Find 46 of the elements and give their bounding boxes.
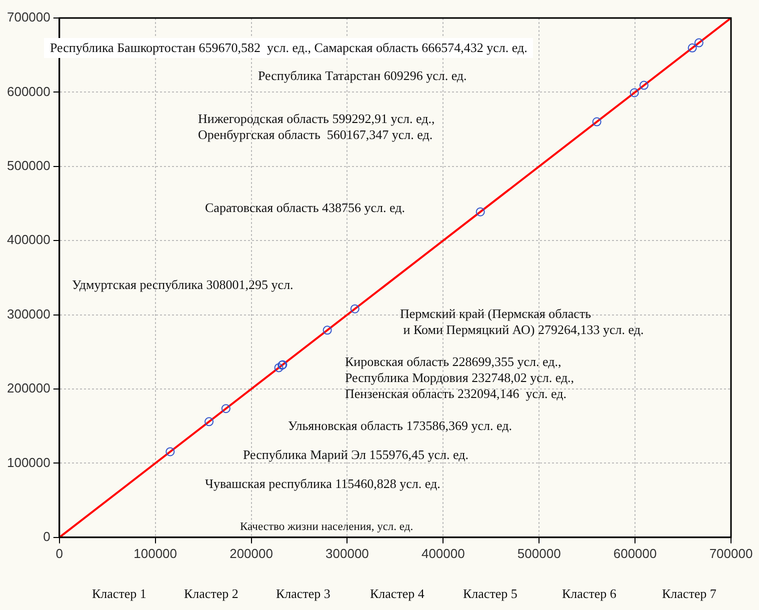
point xyxy=(221,404,230,414)
annotation: Удмуртская республика 308001,295 усл. xyxy=(72,277,294,293)
annotation: Ульяновская область 173586,369 усл. ед. xyxy=(288,418,512,434)
annotation: Республика Башкортостан 659670,582 усл. ед., Самарская область 666574,432 усл. ед. xyxy=(44,38,534,58)
annotation: Кировская область 228699,355 усл. ед., Республика Мордовия 232748,02 усл. ед., Пензенская область 232094,146 усл. ед. xyxy=(345,354,574,402)
x-tick-label: 0 xyxy=(56,546,63,561)
point xyxy=(204,417,214,426)
y-tick-label: 200000 xyxy=(6,380,50,396)
point xyxy=(630,88,639,98)
x-tick-label: 400000 xyxy=(421,546,465,561)
y-tick-label: 700000 xyxy=(6,10,50,25)
y-tick-label: 100000 xyxy=(6,454,50,470)
annotation: Республика Татарстан 609296 усл. ед. xyxy=(258,68,467,84)
y-tick-label: 300000 xyxy=(6,306,50,322)
text: Кластер 7 xyxy=(662,586,716,602)
x-tick-label: 600000 xyxy=(613,546,657,561)
y-tick-label: 0 xyxy=(43,528,50,544)
x-tick-label: 200000 xyxy=(230,546,273,561)
text: Кластер 5 xyxy=(463,586,518,602)
point xyxy=(274,363,284,372)
y-tick-label: 400000 xyxy=(6,232,50,248)
annotation: Пермский край (Пермская область и Коми Пермяцкий АО) 279264,133 усл. ед. xyxy=(400,306,644,338)
x-tick-label: 700000 xyxy=(709,546,753,561)
y-tick-label: 600000 xyxy=(6,84,50,99)
x-tick-label: 300000 xyxy=(326,546,369,561)
annotation: Республика Марий Эл 155976,45 усл. ед. xyxy=(243,447,468,463)
y-tick-label: 500000 xyxy=(6,158,50,173)
x-tick-label: 500000 xyxy=(517,546,561,561)
point xyxy=(694,38,704,48)
annotation: Качество жизни населения, усл. ед. xyxy=(240,520,414,535)
x-tick-label: 100000 xyxy=(134,546,178,561)
text: Кластер 6 xyxy=(562,586,616,602)
text: Кластер 1 xyxy=(92,586,146,602)
annotation: Нижегородская область 599292,91 усл. ед., Оренбургская область 560167,347 усл. ед. xyxy=(198,111,435,143)
annotation: Чувашская республика 115460,828 усл. ед. xyxy=(205,476,440,492)
point xyxy=(322,326,332,335)
annotation: Саратовская область 438756 усл. ед. xyxy=(205,200,405,216)
point xyxy=(688,43,697,52)
point xyxy=(350,304,360,314)
point xyxy=(639,80,648,90)
point xyxy=(166,447,175,456)
text: Кластер 2 xyxy=(184,586,238,602)
point xyxy=(592,117,602,126)
text: Кластер 3 xyxy=(276,586,330,602)
point xyxy=(476,207,485,216)
text: Кластер 4 xyxy=(370,586,424,602)
